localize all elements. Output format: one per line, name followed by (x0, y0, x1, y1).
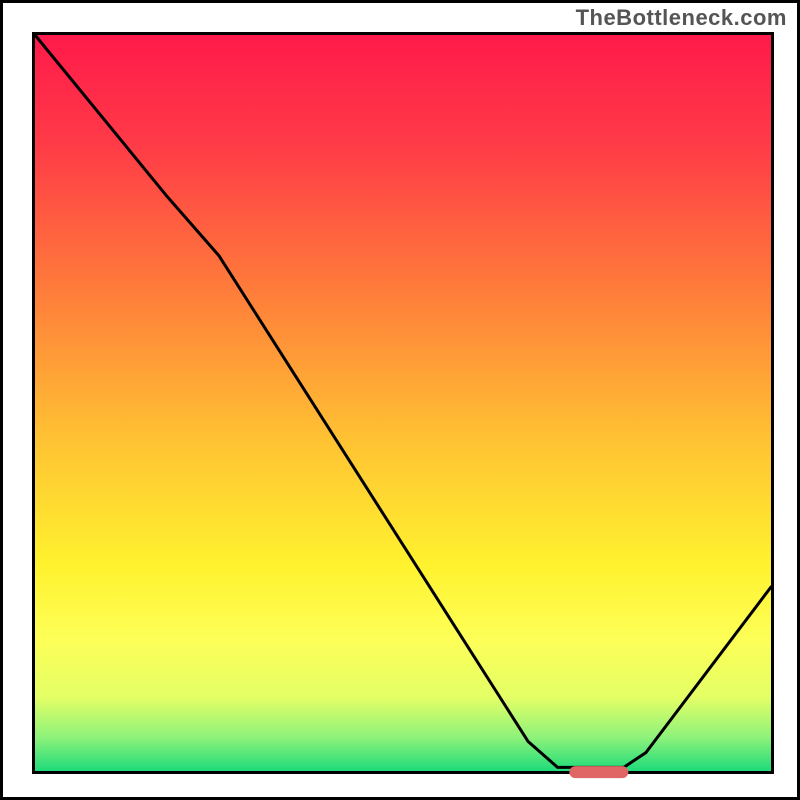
curve-line (35, 35, 771, 771)
outer-frame: TheBottleneck.com (0, 0, 800, 800)
plot-area (32, 32, 774, 774)
watermark-text: TheBottleneck.com (576, 5, 787, 31)
minimum-marker (569, 766, 628, 778)
